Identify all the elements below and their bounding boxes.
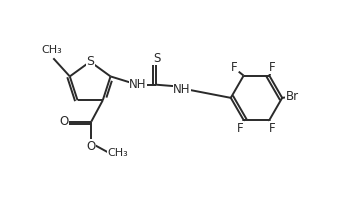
Text: S: S xyxy=(86,55,94,68)
Text: NH: NH xyxy=(173,83,191,96)
Text: O: O xyxy=(87,140,96,153)
Text: CH₃: CH₃ xyxy=(107,148,128,158)
Text: F: F xyxy=(269,122,276,135)
Text: NH: NH xyxy=(129,78,147,91)
Text: Br: Br xyxy=(286,90,299,103)
Text: F: F xyxy=(269,61,276,74)
Text: F: F xyxy=(230,61,237,74)
Text: O: O xyxy=(60,115,69,128)
Text: F: F xyxy=(237,122,244,135)
Text: CH₃: CH₃ xyxy=(41,45,62,55)
Text: S: S xyxy=(154,52,161,65)
